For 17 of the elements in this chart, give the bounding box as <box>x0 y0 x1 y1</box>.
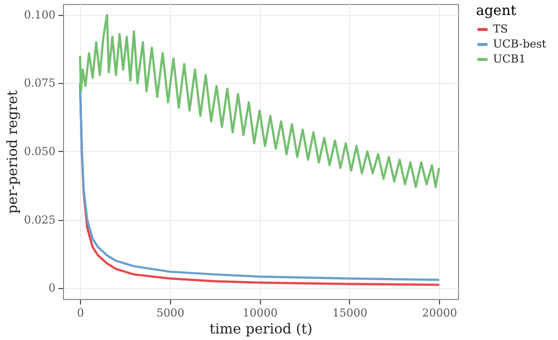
legend-label: UCB1 <box>493 52 526 66</box>
x-tick-label: 0 <box>77 306 84 320</box>
legend-title: agent <box>476 3 517 19</box>
x-tick-label: 5000 <box>156 306 184 320</box>
y-tick-label: 0.050 <box>24 145 56 158</box>
legend-label: UCB-best <box>493 38 547 50</box>
x-tick-label: 10000 <box>242 306 278 320</box>
x-tick-label: 20000 <box>422 306 458 320</box>
x-tick-label: 15000 <box>332 306 368 320</box>
legend-label: TS <box>493 22 508 36</box>
y-tick-label: 0.025 <box>24 213 56 226</box>
y-tick-label: 0.075 <box>24 76 56 90</box>
y-tick-label: 0 <box>48 282 56 295</box>
x-axis-title: time period (t) <box>210 322 312 338</box>
y-axis-title: per-period regret <box>5 90 22 214</box>
line-series <box>78 14 440 188</box>
y-tick-label: 0.100 <box>24 8 56 22</box>
